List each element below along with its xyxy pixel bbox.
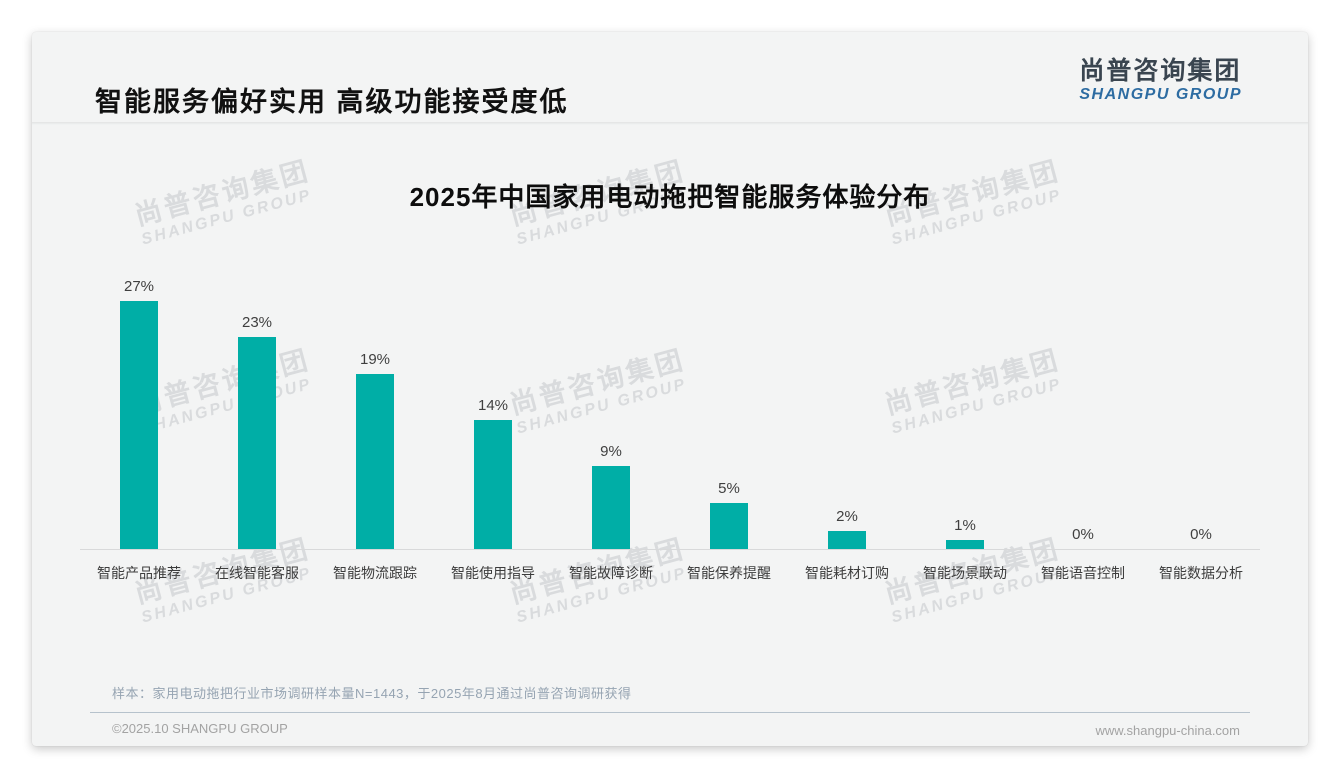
bar xyxy=(474,420,512,549)
page-title: 智能服务偏好实用 高级功能接受度低 xyxy=(95,87,569,117)
bar-value-label: 0% xyxy=(1072,526,1094,543)
website-url: www.shangpu-china.com xyxy=(1095,723,1240,738)
bar-column: 1% xyxy=(906,270,1024,549)
bar-column: 27% xyxy=(80,270,198,549)
bar-value-label: 2% xyxy=(836,507,858,525)
sample-note: 样本：家用电动拖把行业市场调研样本量N=1443，于2025年8月通过尚普咨询调… xyxy=(112,686,632,701)
bar-column: 0% xyxy=(1142,270,1260,549)
bar-value-label: 23% xyxy=(241,314,273,332)
bar xyxy=(828,530,866,549)
copyright-text: ©2025.10 SHANGPU GROUP xyxy=(112,721,288,736)
category-label: 智能耗材订购 xyxy=(805,565,889,581)
bar-value-label: 0% xyxy=(1190,526,1212,543)
bar-value-label: 1% xyxy=(954,516,976,534)
bar-value-label: 27% xyxy=(123,277,155,295)
company-logo: 尚普咨询集团 SHANGPU GROUP xyxy=(1079,56,1242,104)
category-label: 智能使用指导 xyxy=(451,565,535,581)
category-label: 在线智能客服 xyxy=(215,565,299,581)
category-label: 智能语音控制 xyxy=(1041,565,1125,581)
bar-column: 0% xyxy=(1024,270,1142,549)
chart-plot: 27% 23% 19% 14% 9% 5% 2% 1% 0% 0% xyxy=(80,270,1260,550)
bar xyxy=(946,539,984,549)
bar-column: 14% xyxy=(434,270,552,549)
logo-chinese-text: 尚普咨询集团 xyxy=(1079,57,1242,85)
logo-english-text: SHANGPU GROUP xyxy=(1079,86,1242,103)
bar-value-label: 19% xyxy=(359,351,391,369)
bar xyxy=(592,466,630,549)
bar-column: 23% xyxy=(198,270,316,549)
footer-divider xyxy=(90,712,1250,713)
category-label: 智能数据分析 xyxy=(1159,565,1243,581)
category-label: 智能场景联动 xyxy=(923,565,1007,581)
bar xyxy=(238,337,276,549)
slide-card: 尚普咨询集团 SHANGPU GROUP 尚普咨询集团 SHANGPU GROUP 尚普… xyxy=(32,32,1308,746)
chart-title: 2025年中国家用电动拖把智能服务体验分布 xyxy=(409,182,931,212)
category-label: 智能故障诊断 xyxy=(569,565,653,581)
slide-content: 智能服务偏好实用 高级功能接受度低 尚普咨询集团 SHANGPU GROUP 2… xyxy=(32,32,1308,746)
bar-value-label: 14% xyxy=(477,397,509,415)
header: 智能服务偏好实用 高级功能接受度低 尚普咨询集团 SHANGPU GROUP xyxy=(32,32,1308,119)
bar-column: 19% xyxy=(316,270,434,549)
bar-value-label: 5% xyxy=(718,480,740,497)
category-label: 智能产品推荐 xyxy=(97,565,181,581)
bar-column: 2% xyxy=(788,270,906,549)
bar-column: 5% xyxy=(670,270,788,549)
bar-value-label: 9% xyxy=(600,443,622,461)
category-label: 智能物流跟踪 xyxy=(333,565,417,581)
category-label: 智能保养提醒 xyxy=(687,565,771,581)
bar xyxy=(356,374,394,549)
bar-column: 9% xyxy=(552,270,670,549)
bar xyxy=(120,300,158,549)
bar xyxy=(710,503,748,549)
header-divider xyxy=(32,122,1308,125)
chart-categories: 智能产品推荐 在线智能客服 智能物流跟踪 智能使用指导 智能故障诊断 智能保养提醒 智能耗材… xyxy=(80,550,1260,583)
